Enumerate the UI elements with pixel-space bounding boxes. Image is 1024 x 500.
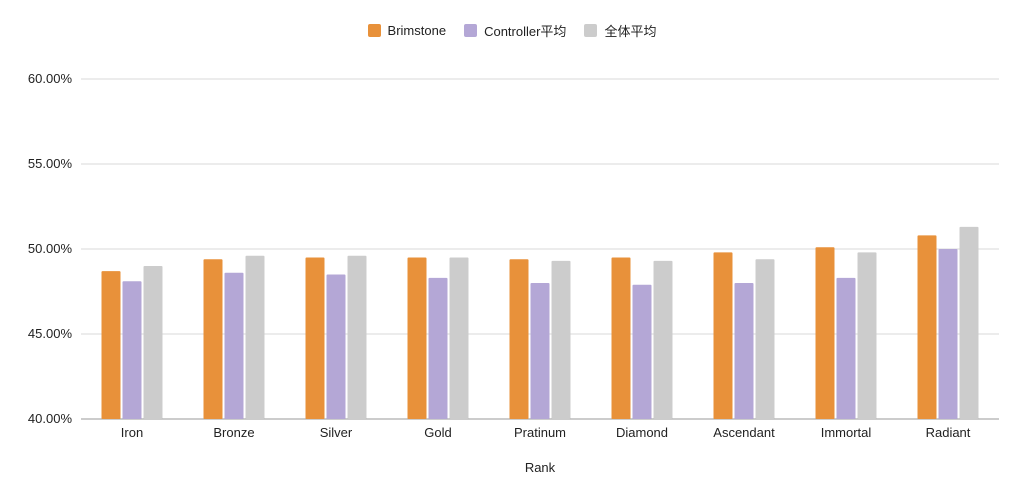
bar[interactable] — [836, 277, 856, 419]
legend-label-brimstone: Brimstone — [387, 23, 447, 38]
bar[interactable] — [857, 252, 877, 419]
y-tick-label: 50.00% — [28, 241, 73, 256]
legend-label-controller: Controller平均 — [484, 24, 567, 39]
legend-item-brimstone[interactable]: Brimstone — [367, 23, 447, 38]
x-tick-label: Bronze — [213, 425, 254, 440]
legend-item-controller[interactable]: Controller平均 — [464, 21, 566, 40]
legend-swatch-brimstone — [367, 24, 381, 37]
bar[interactable] — [734, 283, 754, 419]
y-tick-label: 45.00% — [28, 326, 73, 341]
bar[interactable] — [203, 259, 223, 419]
bar[interactable] — [713, 252, 733, 419]
bar[interactable] — [815, 247, 835, 419]
bar[interactable] — [347, 255, 367, 419]
x-tick-label: Pratinum — [514, 425, 566, 440]
x-axis-label: Rank — [525, 460, 556, 475]
bar[interactable] — [551, 260, 571, 419]
x-tick-label: Diamond — [616, 425, 668, 440]
bar[interactable] — [101, 271, 121, 419]
x-axis-ticks: Iron Bronze Silver Gold Pratinum Diamond Ascen… — [121, 425, 971, 440]
bar[interactable] — [122, 281, 142, 419]
legend-label-overall: 全体平均 — [604, 24, 657, 39]
x-tick-label: Silver — [320, 425, 353, 440]
legend-swatch-overall — [584, 24, 598, 37]
bar[interactable] — [611, 257, 631, 420]
y-axis-ticks: 40.00% 45.00% 50.00% 55.00% 60.00% — [28, 71, 73, 426]
x-tick-label: Immortal — [821, 425, 872, 440]
bar[interactable] — [938, 249, 958, 419]
x-tick-label: Radiant — [926, 425, 971, 440]
bars — [101, 226, 979, 420]
chart-legend: Brimstone Controller平均 全体平均 — [0, 21, 1024, 40]
x-tick-label: Ascendant — [713, 425, 775, 440]
bar[interactable] — [755, 259, 775, 419]
bar[interactable] — [959, 226, 979, 419]
bar[interactable] — [530, 283, 550, 419]
x-tick-label: Gold — [424, 425, 451, 440]
bar[interactable] — [632, 284, 652, 419]
bar[interactable] — [428, 277, 448, 419]
bar[interactable] — [407, 257, 427, 420]
bar[interactable] — [245, 255, 265, 419]
y-tick-label: 60.00% — [28, 71, 73, 86]
bar[interactable] — [305, 257, 325, 420]
x-tick-label: Iron — [121, 425, 143, 440]
bar[interactable] — [917, 235, 937, 419]
legend-swatch-controller — [464, 24, 478, 37]
bar[interactable] — [143, 266, 163, 419]
bar[interactable] — [509, 259, 529, 419]
bar[interactable] — [326, 274, 346, 420]
y-tick-label: 40.00% — [28, 411, 73, 426]
y-tick-label: 55.00% — [28, 156, 73, 171]
bar[interactable] — [224, 272, 244, 419]
legend-item-overall[interactable]: 全体平均 — [584, 21, 656, 40]
bar[interactable] — [449, 257, 469, 420]
bar[interactable] — [653, 260, 673, 419]
